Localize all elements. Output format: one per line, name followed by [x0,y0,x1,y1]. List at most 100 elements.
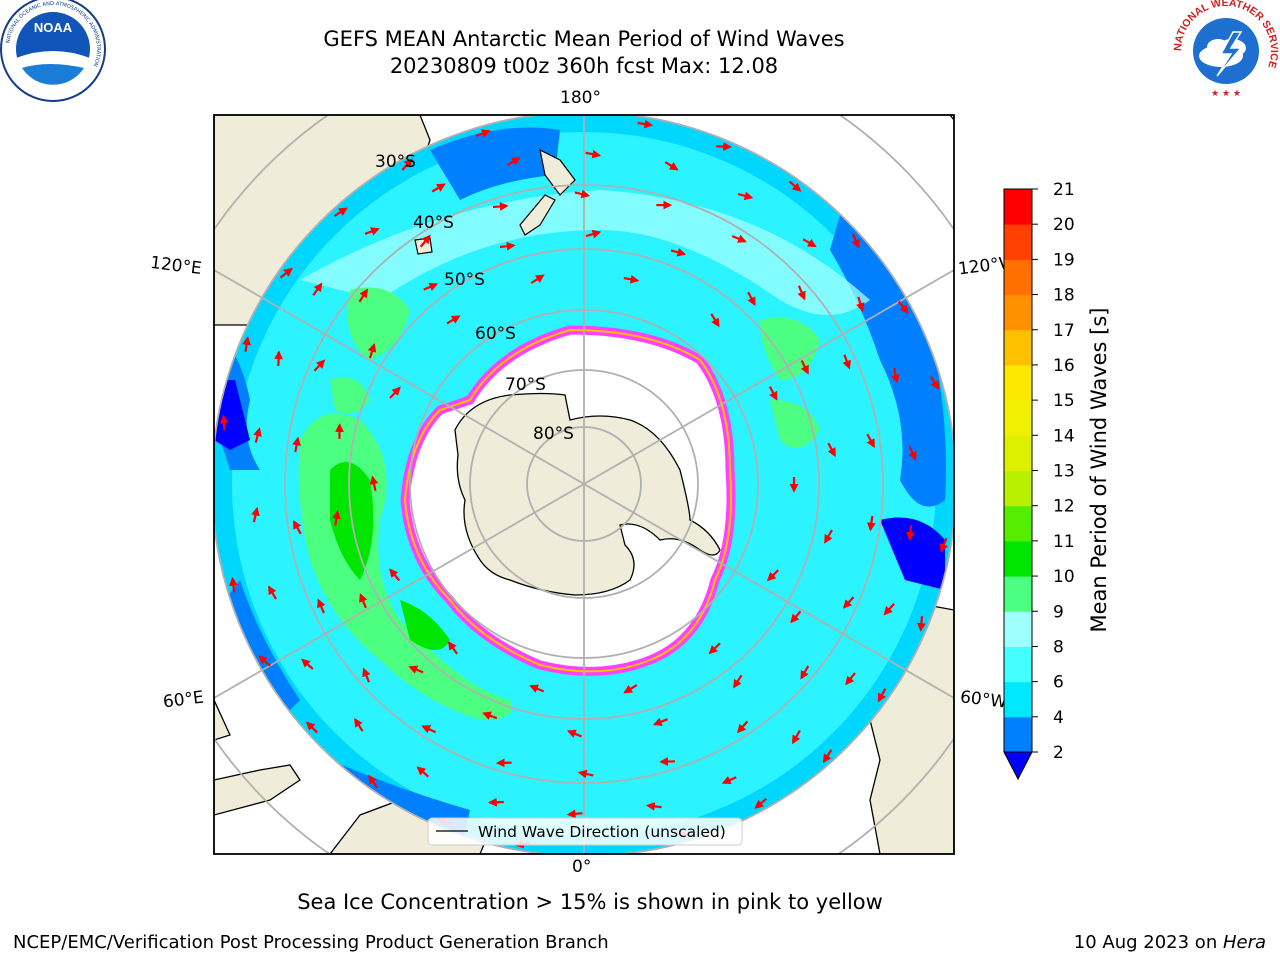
colorbar-ticks: 2 4 6 8 9 10 11 12 13 14 15 16 17 18 19 20 21 [1032,180,1075,763]
wind-wave-arrow [929,375,940,390]
noaa-logo-text: NOAA [34,20,73,35]
wind-wave-arrow [797,285,806,301]
wind-wave-arrow [939,537,949,553]
wind-wave-arrow [369,475,379,492]
wind-wave-arrow [747,291,756,307]
footer-date: 10 Aug 2023 on Hera [1074,932,1266,953]
wind-wave-arrow [664,161,679,171]
wind-wave-arrow [292,519,302,535]
wind-wave-arrow [731,234,747,243]
wind-wave-arrow [313,359,326,372]
wind-wave-arrow [447,641,458,655]
colorbar-bin [1004,611,1032,647]
wind-wave-arrow [446,315,461,325]
wind-wave-arrow [389,568,401,582]
colorbar-bin [1004,576,1032,612]
wind-wave-arrow [292,436,301,453]
colorbar-tick-label: 13 [1053,462,1075,482]
colorbar-tick-label: 11 [1053,532,1075,552]
colorbar-bin [1004,646,1032,683]
wind-wave-arrow [362,667,371,683]
lat-label-70s: 70°S [505,375,546,395]
wind-wave-arrow [423,282,439,291]
colorbar-bin [1004,294,1032,331]
wind-wave-arrow [766,569,779,582]
wind-wave-arrow [421,725,437,734]
wind-wave-arrow [492,202,509,211]
colorbar-tick-label: 16 [1053,356,1075,376]
wind-wave-arrow [229,576,238,593]
wind-wave-arrow [891,367,900,384]
colorbar-bin [1004,505,1032,542]
colorbar-bin [1004,329,1032,366]
wind-wave-arrow [788,180,802,192]
noaa-logo: NOAA NATIONAL OCEANIC AND ATMOSPHERIC AD… [0,0,106,102]
wind-wave-arrow [305,721,318,734]
wind-wave-arrow [566,809,583,819]
wind-wave-arrow [585,229,602,239]
wind-wave-arrow [623,274,640,284]
wind-wave-arrow [845,672,856,686]
wind-wave-arrow [659,757,676,766]
wind-wave-arrow [359,593,368,609]
lat-label-40s: 40°S [413,213,454,233]
wind-wave-arrow [364,227,380,236]
lon-label-bottom: 0° [572,857,592,877]
wind-wave-arrow [824,529,833,544]
colorbar-tick-label: 9 [1053,602,1064,622]
colorbar-tick-label: 21 [1053,180,1075,200]
wind-wave-arrow [317,598,326,614]
colorbar-tick-label: 10 [1053,567,1075,587]
wind-wave-arrow [488,797,504,807]
wind-wave-arrow [877,688,887,703]
lat-label-30s: 30°S [375,152,416,172]
lat-label-60s: 60°S [475,324,516,344]
colorbar-tick-label: 6 [1053,673,1064,693]
wind-wave-arrow [358,288,368,303]
wind-wave-arrow [506,157,521,167]
colorbar-bin [1004,435,1032,471]
wind-wave-arrow [389,386,401,399]
colorbar-bin [1004,259,1032,296]
wind-wave-arrow [883,603,895,616]
graticule [214,115,954,854]
wind-wave-arrow [827,442,836,458]
colorbar-tick-label: 12 [1053,497,1075,517]
wind-wave-arrow [842,354,851,370]
wind-wave-arrow [577,769,594,779]
wind-wave-arrow [790,610,802,624]
colorbar-extend-arrow [1003,751,1033,781]
lat-label-50s: 50°S [444,270,485,290]
colorbar-bin [1004,224,1032,260]
wind-wave-arrow [529,684,545,693]
map-legend: Wind Wave Direction (unscaled) [427,817,743,846]
wind-wave-arrow [482,711,498,720]
wind-wave-arrow [574,189,591,199]
wind-wave-arrow [367,343,377,359]
colorbar-tick-label: 2 [1053,743,1064,763]
wind-wave-arrow [274,350,283,367]
colorbar-bin [1004,716,1032,753]
wind-wave-arrow [219,414,229,431]
wind-wave-arrow [566,729,583,738]
wind-wave-arrow [242,336,251,352]
wind-wave-arrow [733,674,743,689]
wind-wave-arrow [333,207,348,217]
wind-wave-arrow [802,238,817,248]
wind-wave-arrow [800,665,810,680]
footer-date-text: 10 Aug 2023 on [1073,932,1223,953]
colorbar-bin [1004,400,1032,436]
wind-wave-arrow [253,427,262,443]
wind-wave-arrow [768,386,778,401]
chart-subtitle: 20230809 t00z 360h fcst Max: 12.08 [389,54,779,78]
wind-wave-arrow [710,313,720,328]
colorbar-tick-label: 17 [1053,321,1075,341]
colorbar-bin [1004,189,1032,225]
wind-wave-arrow [851,233,860,249]
wind-wave-arrow [670,247,687,257]
wind-wave-arrow [279,267,293,279]
legend-label: Wind Wave Direction (unscaled) [478,823,726,841]
wind-wave-arrow [791,729,801,745]
